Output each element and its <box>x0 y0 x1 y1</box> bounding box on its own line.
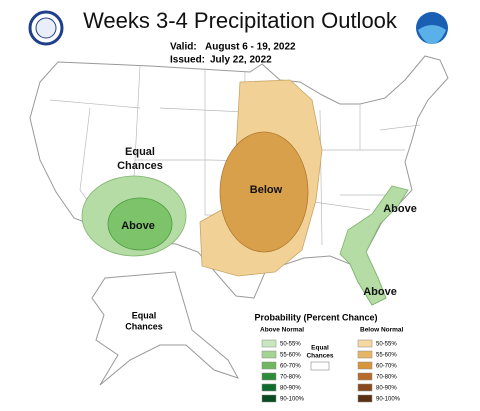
legend-range: 70-80% <box>376 375 397 381</box>
legend-range: 60-70% <box>376 364 397 370</box>
legend-swatch <box>357 339 373 348</box>
legend-range: 80-90% <box>376 386 397 392</box>
legend-swatch <box>261 394 277 403</box>
legend-swatch <box>261 372 277 381</box>
legend-range: 55-60% <box>376 353 397 359</box>
legend-title: Probability (Percent Chance) <box>254 312 377 322</box>
map-label: Below <box>250 184 283 196</box>
map-label: Chances <box>125 321 163 331</box>
legend-swatch <box>357 372 373 381</box>
title: Weeks 3-4 Precipitation Outlook <box>83 8 398 33</box>
noaa-logo <box>416 12 448 44</box>
legend-swatch <box>357 394 373 403</box>
issued-label: Issued: <box>170 55 205 66</box>
legend-swatch <box>261 350 277 359</box>
legend-range: 60-70% <box>280 364 301 370</box>
above-east-coast-area <box>339 185 409 306</box>
valid-dates: August 6 - 19, 2022 <box>205 42 296 53</box>
issued-date: July 22, 2022 <box>210 55 272 66</box>
alaska-outline <box>91 271 240 386</box>
above-55-60-area <box>107 197 173 251</box>
legend-equal: Equal <box>311 345 329 352</box>
map-label: Above <box>121 220 155 232</box>
map-label: Equal <box>132 310 157 320</box>
noaa-commerce-logo <box>28 10 64 46</box>
legend-range: 80-90% <box>280 386 301 392</box>
legend-equal-swatch <box>310 361 330 371</box>
map-label: Above <box>363 286 397 298</box>
legend-range: 90-100% <box>280 397 305 403</box>
legend-swatch <box>261 383 277 392</box>
legend-range: 90-100% <box>376 397 401 403</box>
map-label: Above <box>383 203 417 215</box>
map-label: Chances <box>117 160 163 172</box>
legend-swatch <box>357 350 373 359</box>
legend-swatch <box>261 361 277 370</box>
below-55-60-area <box>219 131 309 253</box>
legend-above-title: Above Normal <box>260 327 304 334</box>
legend-range: 50-55% <box>376 342 397 348</box>
legend-swatch <box>357 383 373 392</box>
legend-range: 50-55% <box>280 342 301 348</box>
legend-below-title: Below Normal <box>360 327 404 334</box>
legend-swatch <box>261 339 277 348</box>
legend-range: 70-80% <box>280 375 301 381</box>
map-label: Equal <box>125 146 155 158</box>
legend-range: 55-60% <box>280 353 301 359</box>
legend-swatch <box>357 361 373 370</box>
valid-label: Valid: <box>170 42 197 53</box>
legend: Probability (Percent Chance) Above Norma… <box>254 312 403 402</box>
legend-equal: Chances <box>306 353 333 360</box>
